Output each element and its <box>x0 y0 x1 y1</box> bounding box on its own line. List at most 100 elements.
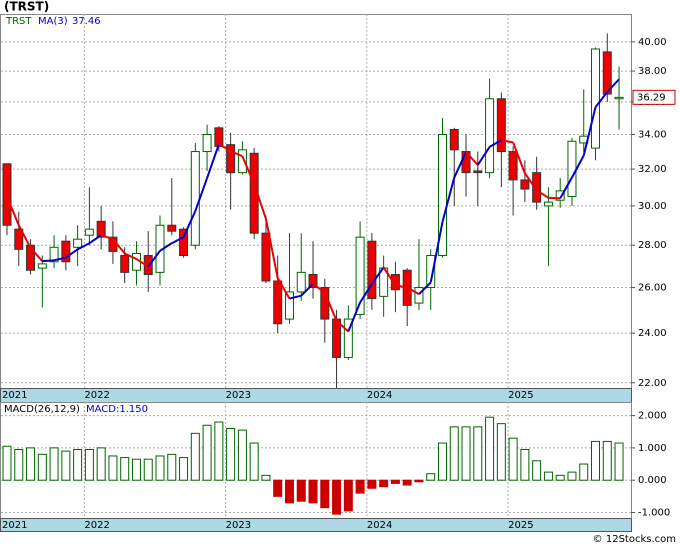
macd-bar <box>226 427 236 481</box>
candle-body <box>308 274 318 289</box>
macd-bar <box>520 448 530 481</box>
ma-segment <box>406 286 420 296</box>
x-tick-label: 2022 <box>84 390 109 401</box>
ma-segment <box>312 282 326 294</box>
macd-bar <box>26 447 36 481</box>
ma-segment <box>112 238 126 255</box>
legend-symbol: TRST <box>5 16 32 27</box>
macd-bar <box>414 479 424 483</box>
ma-segment <box>594 91 609 108</box>
candle-body <box>179 228 189 257</box>
candle-body <box>555 190 565 201</box>
candle-body <box>14 228 24 250</box>
candle-body <box>214 127 224 147</box>
y-tick-label: 0.000 <box>638 475 667 486</box>
candle-body <box>49 246 59 263</box>
macd-bar <box>602 440 612 481</box>
credit: © 12Stocks.com <box>593 534 676 545</box>
macd-bar <box>296 479 306 502</box>
y-tick-label: 34.00 <box>638 130 667 141</box>
candle-body <box>591 48 600 149</box>
candle-body <box>473 170 483 174</box>
x-tick-label: 2024 <box>367 390 392 401</box>
candle-body <box>543 201 553 207</box>
macd-bar <box>543 471 553 481</box>
macd-bar <box>155 455 165 481</box>
macd-bar <box>320 479 330 509</box>
macd-bar <box>332 479 342 515</box>
year-band <box>0 518 632 532</box>
ma-segment <box>382 266 397 286</box>
ma-segment <box>42 259 55 263</box>
ma-segment <box>524 172 538 191</box>
legend-ma: MA(3) <box>38 16 68 27</box>
candle-body <box>61 240 71 263</box>
ma-segment <box>100 234 114 241</box>
legend-ma-value: 37.46 <box>72 16 101 27</box>
macd-bar <box>131 458 141 481</box>
macd-bar <box>49 447 59 481</box>
candle-body <box>284 291 294 320</box>
ma-segment <box>6 196 20 226</box>
candle-body <box>343 318 353 358</box>
macd-bar <box>143 458 153 481</box>
ma-segment <box>395 284 408 289</box>
y-tick-label: 24.00 <box>638 328 667 339</box>
macd-bar <box>390 479 400 484</box>
candle-body <box>355 236 365 315</box>
candle-body <box>273 280 283 325</box>
candle-body <box>532 172 542 203</box>
ma-segment <box>206 143 220 179</box>
candle-body <box>73 238 83 248</box>
y-tick-label: 30.00 <box>638 201 667 212</box>
ma-segment <box>276 277 291 300</box>
candle-body <box>414 287 424 304</box>
ma-segment <box>230 150 243 158</box>
ma-segment <box>218 143 232 152</box>
last-price-box <box>632 89 676 105</box>
ma-segment <box>441 177 456 223</box>
macd-bar <box>249 442 259 481</box>
candle-body <box>614 96 624 100</box>
macd-bar <box>37 453 47 481</box>
candle-body <box>37 263 47 269</box>
ma-segment <box>501 139 514 144</box>
macd-bar <box>214 421 224 481</box>
macd-bar <box>237 429 247 481</box>
y-tick-label: 22.00 <box>638 378 667 389</box>
candle-body <box>567 140 577 197</box>
ma-segment <box>194 177 209 212</box>
y-tick-label: 32.00 <box>638 164 667 175</box>
y-tick-label: 1.000 <box>638 443 667 454</box>
x-tick-label: 2023 <box>226 520 251 531</box>
candle-body <box>449 129 459 151</box>
ma-segment <box>300 283 314 297</box>
macd-bar <box>96 447 106 481</box>
macd-bar <box>426 473 436 481</box>
candle-body <box>96 220 106 238</box>
macd-bar <box>120 457 130 481</box>
candle-body <box>602 51 612 95</box>
ma-segment <box>182 210 197 238</box>
ma-segment <box>476 146 491 166</box>
ma-segment <box>465 151 479 166</box>
ma-segment <box>453 151 467 178</box>
macd-bar <box>473 426 483 481</box>
candle-body <box>84 228 94 236</box>
candle-body <box>261 232 271 282</box>
macd-bar <box>485 416 495 481</box>
macd-bar <box>614 442 624 481</box>
ma-segment <box>124 252 137 260</box>
candle-body <box>367 240 377 300</box>
x-tick-label: 2023 <box>226 390 251 401</box>
last-price: 36.29 <box>637 92 666 103</box>
macd-bar <box>108 455 118 481</box>
macd-bar <box>308 479 318 504</box>
y-tick-label: 2.000 <box>638 411 667 422</box>
candle-body <box>237 149 247 174</box>
ma-segment <box>289 294 302 300</box>
macd-bar <box>532 460 542 481</box>
x-tick-label: 2024 <box>367 520 392 531</box>
macd-bar <box>355 479 365 494</box>
